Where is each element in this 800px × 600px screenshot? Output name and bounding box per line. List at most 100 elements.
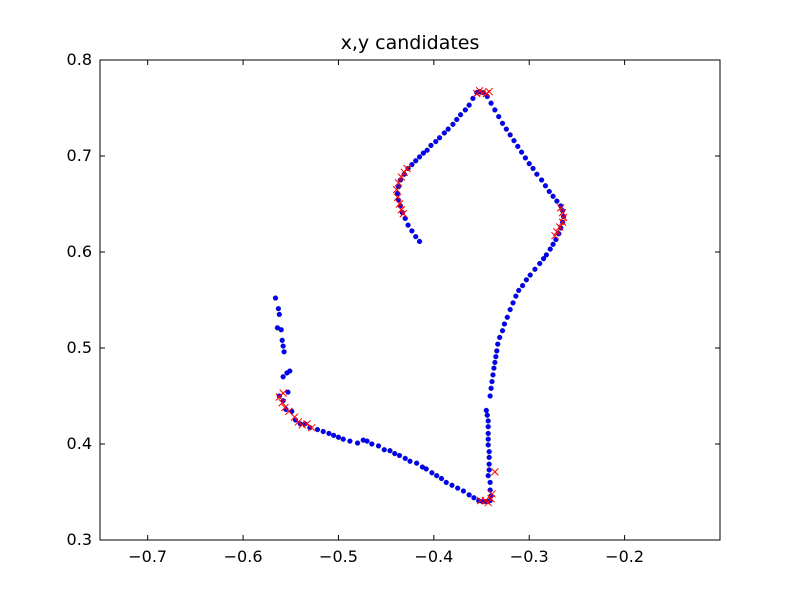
candidate-x-marker: [394, 179, 403, 187]
data-point: [540, 256, 547, 262]
data-point: [495, 341, 501, 347]
data-point: [503, 126, 509, 132]
data-point: [537, 260, 543, 267]
data-point: [392, 451, 398, 457]
data-point: [494, 348, 500, 354]
data-point: [542, 183, 549, 189]
data-point: [413, 158, 419, 164]
data-point: [486, 461, 492, 467]
data-point: [454, 116, 460, 123]
candidate-x-marker: [397, 173, 406, 181]
data-point: [278, 327, 284, 333]
data-point: [504, 314, 510, 320]
data-point: [450, 121, 456, 127]
candidate-x-marker: [555, 223, 564, 231]
data-point: [281, 349, 287, 355]
data-point: [516, 287, 522, 294]
data-point: [492, 107, 498, 113]
data-point: [530, 165, 536, 172]
candidate-x-marker: [551, 231, 559, 240]
candidate-x-marker: [487, 494, 495, 503]
data-point: [485, 430, 491, 437]
data-point: [493, 354, 499, 360]
x-tick-label: −0.4: [414, 547, 453, 566]
data-point: [381, 447, 387, 453]
data-point: [280, 343, 286, 349]
data-point: [314, 427, 321, 433]
data-point: [510, 300, 516, 306]
data-point: [340, 436, 346, 442]
data-point: [279, 337, 285, 343]
data-point: [474, 90, 480, 96]
candidate-x-marker: [559, 213, 568, 222]
candidate-x-marker: [303, 419, 311, 428]
data-point: [409, 162, 415, 168]
candidate-x-marker: [553, 227, 561, 236]
x-tick-label: −0.5: [319, 547, 358, 566]
data-point: [445, 126, 451, 132]
data-point: [501, 321, 508, 327]
candidate-x-marker: [307, 423, 316, 432]
data-point: [513, 293, 519, 299]
data-point: [387, 448, 393, 454]
data-point: [320, 428, 326, 435]
data-point: [485, 424, 491, 430]
data-point: [434, 473, 440, 479]
data-point: [554, 198, 560, 204]
data-point: [488, 385, 494, 391]
data-point: [460, 488, 467, 494]
data-point: [539, 177, 545, 183]
series-red-x-markers: [275, 86, 568, 507]
x-tick-label: −0.2: [605, 547, 644, 566]
data-point: [275, 306, 281, 312]
data-point: [546, 188, 552, 195]
data-point: [424, 147, 430, 153]
data-point: [428, 142, 434, 149]
data-point: [499, 328, 506, 334]
data-point: [436, 135, 443, 141]
data-point: [491, 365, 497, 371]
data-point: [543, 252, 550, 258]
data-point: [488, 100, 494, 106]
data-point: [484, 412, 490, 418]
data-point: [414, 460, 420, 466]
data-point: [420, 150, 426, 156]
y-tick-label: 0.4: [67, 434, 92, 453]
y-tick-label: 0.5: [67, 338, 92, 357]
data-point: [443, 479, 449, 486]
data-point: [507, 132, 513, 138]
data-point: [466, 102, 472, 108]
data-point: [534, 171, 540, 177]
data-point: [496, 114, 502, 120]
data-point: [550, 241, 556, 247]
data-point: [547, 246, 553, 252]
data-point: [486, 467, 492, 473]
candidate-x-marker: [403, 164, 411, 173]
data-point: [550, 193, 556, 199]
data-point: [519, 283, 526, 289]
data-point: [416, 238, 423, 245]
candidate-x-marker: [485, 87, 494, 96]
candidate-x-marker: [395, 200, 404, 208]
candidate-x-marker: [294, 418, 303, 426]
data-point: [413, 234, 419, 240]
data-point: [526, 161, 532, 167]
data-point: [511, 138, 517, 144]
x-tick-label: −0.6: [224, 547, 263, 566]
candidate-x-marker: [399, 209, 408, 218]
data-point: [276, 311, 282, 318]
data-point: [492, 359, 498, 366]
candidate-x-marker: [278, 398, 287, 407]
data-point: [485, 473, 491, 479]
data-point: [507, 307, 513, 313]
data-point: [487, 393, 493, 399]
candidate-x-marker: [393, 193, 402, 202]
data-point: [518, 149, 525, 155]
data-point: [489, 379, 495, 385]
data-point: [485, 442, 491, 448]
data-point: [375, 443, 382, 449]
x-tick-label: −0.7: [128, 547, 167, 566]
data-point: [409, 228, 415, 234]
data-point: [485, 436, 491, 442]
